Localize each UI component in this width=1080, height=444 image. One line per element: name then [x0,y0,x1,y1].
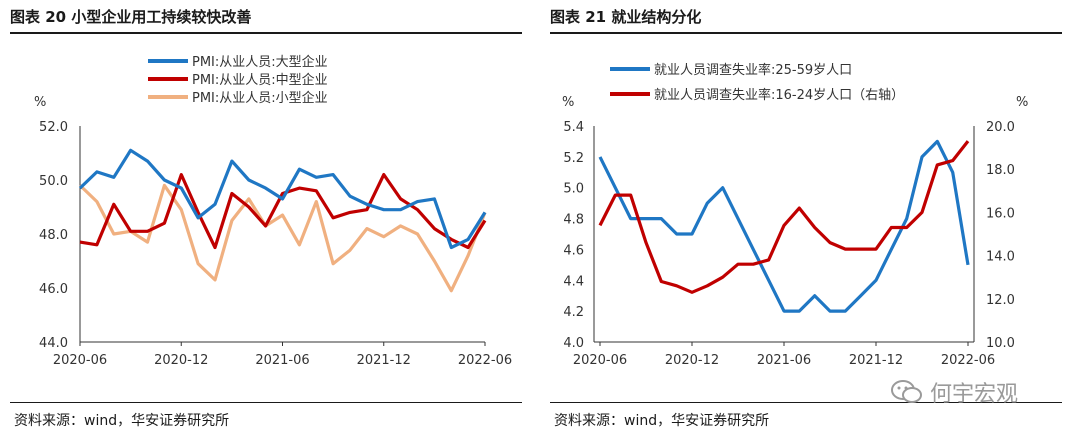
left-y-tick-label: 50.0 [39,174,68,189]
right-left-y-tick-label: 4.8 [563,213,584,228]
right-right-y-tick-label: 12.0 [986,293,1015,308]
right-left-y-tick-label: 5.4 [563,120,584,135]
left-y-tick-label: 52.0 [39,120,68,135]
right-left-y-tick-label: 4.2 [563,305,584,320]
right-source-rule [550,402,1062,403]
right-left-y-tick-label: 5.2 [563,151,584,166]
right-right-y-tick-label: 10.0 [986,336,1015,351]
left-y-tick-label: 48.0 [39,228,68,243]
right-x-tick-label: 2020-12 [665,353,719,368]
right-right-unit-label: % [1016,95,1028,110]
right-x-tick-label: 2022-06 [941,353,995,368]
right-legend-label: 就业人员调查失业率:25-59岁人口 [654,62,852,78]
right-line-chart: % % 5.4 5.2 5.0 4.8 4.6 4.4 4.2 4.0 20.0 18.0 16.0 14… [562,62,1028,368]
left-source-note: 资料来源：wind，华安证券研究所 [14,413,230,429]
watermark: 何宇宏观 [890,376,1018,408]
right-right-y-tick-label: 16.0 [986,206,1015,221]
left-line-chart: % 52.0 50.0 48.0 46.0 44.0 2020-06 2020-12 2021-… [34,54,512,368]
left-y-tick-label: 44.0 [39,336,68,351]
right-legend-label: 就业人员调查失业率:16-24岁人口（右轴） [654,87,904,103]
right-left-y-tick-label: 4.0 [563,336,584,351]
left-chart-panel: 图表 20 小型企业用工持续较快改善 % 52.0 50.0 48.0 46.0 44.0… [10,8,522,429]
right-right-y-tick-label: 20.0 [986,120,1015,135]
left-x-tick-label: 2020-06 [53,353,107,368]
left-x-tick-label: 2022-06 [458,353,512,368]
right-source-note: 资料来源：wind，华安证券研究所 [554,413,770,429]
left-x-tick-label: 2021-06 [255,353,309,368]
right-right-y-tick-label: 14.0 [986,250,1015,265]
right-chart-title: 图表 21 就业结构分化 [550,8,702,26]
right-left-y-tick-label: 4.4 [563,274,584,289]
right-series-line [598,140,970,294]
right-x-tick-label: 2021-06 [757,353,811,368]
left-series-line [78,148,487,250]
right-x-tick-label: 2021-12 [849,353,903,368]
left-title-rule [10,32,522,34]
left-series-line [78,183,487,293]
right-left-y-tick-label: 4.6 [563,243,584,258]
left-legend-label: PMI:从业人员:大型企业 [192,54,328,70]
left-y-unit-label: % [34,95,46,110]
right-chart-panel: 图表 21 就业结构分化 %% 5.4 5.2 5.0 4.8 4.6 4.4 4.2 4.0 2… [540,0,1080,444]
right-title-rule [550,32,1062,34]
left-x-tick-label: 2020-12 [154,353,208,368]
left-legend-label: PMI:从业人员:中型企业 [192,72,328,88]
right-left-y-tick-label: 5.0 [563,182,584,197]
right-x-tick-label: 2020-06 [573,353,627,368]
wechat-icon [891,380,922,403]
left-series-line [79,173,487,250]
left-y-tick-label: 46.0 [39,282,68,297]
watermark-text: 何宇宏观 [930,382,1019,407]
right-right-y-tick-label: 18.0 [986,163,1015,178]
left-legend-label: PMI:从业人员:小型企业 [192,90,328,106]
left-source-rule [10,402,522,403]
right-left-unit-label: % [562,95,574,110]
left-x-tick-label: 2021-12 [357,353,411,368]
left-chart-title: 图表 20 小型企业用工持续较快改善 [10,8,252,26]
right-series-line [598,139,970,313]
